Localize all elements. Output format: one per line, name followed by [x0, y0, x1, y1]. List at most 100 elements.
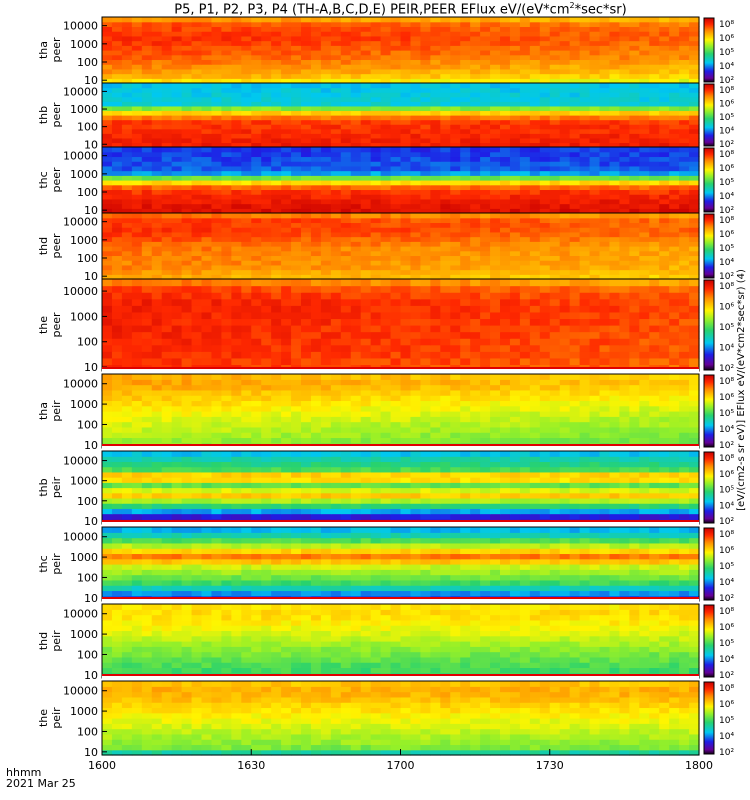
- heatmap-cell: [171, 96, 183, 102]
- heatmap-cell: [669, 305, 680, 313]
- heatmap-cell: [460, 40, 471, 46]
- heatmap-cell: [639, 426, 650, 433]
- heatmap-cell: [539, 400, 551, 407]
- heatmap-cell: [460, 285, 471, 293]
- heatmap-cell: [121, 405, 133, 412]
- heatmap-cell: [649, 255, 660, 261]
- heatmap-cell: [111, 236, 123, 242]
- heatmap-cell: [430, 351, 441, 359]
- heatmap-cell: [221, 292, 232, 300]
- heatmap-cell: [649, 54, 660, 61]
- heatmap-cell: [350, 298, 362, 306]
- heatmap-cell: [470, 68, 481, 75]
- heatmap-cell: [330, 142, 342, 148]
- heatmap-cell: [470, 395, 481, 402]
- heatmap-cell: [320, 432, 332, 439]
- heatmap-cell: [539, 115, 551, 121]
- heatmap-cell: [251, 389, 262, 396]
- heatmap-cell: [509, 274, 521, 280]
- heatmap-cell: [669, 128, 680, 134]
- heatmap-cell: [639, 147, 650, 153]
- heatmap-cell: [599, 351, 611, 359]
- heatmap-cell: [430, 21, 441, 28]
- heatmap-cell: [151, 389, 163, 396]
- heatmap-cell: [251, 395, 262, 402]
- heatmap-cell: [549, 222, 561, 228]
- heatmap-cell: [589, 87, 601, 93]
- heatmap-cell: [211, 357, 222, 366]
- heatmap-cell: [639, 405, 650, 412]
- heatmap-cell: [440, 110, 451, 116]
- heatmap-cell: [320, 250, 332, 257]
- heatmap-cell: [460, 274, 471, 280]
- heatmap-cell: [679, 331, 690, 339]
- heatmap-cell: [609, 292, 620, 300]
- heatmap-cell: [649, 411, 660, 417]
- heatmap-cell: [181, 180, 193, 186]
- heatmap-cell: [500, 405, 511, 412]
- heatmap-cell: [251, 426, 262, 433]
- heatmap-cell: [629, 198, 640, 205]
- heatmap-cell: [460, 31, 471, 37]
- heatmap-cell: [320, 31, 332, 37]
- heatmap-cell: [171, 213, 183, 219]
- heatmap-cell: [251, 128, 262, 134]
- heatmap-cell: [480, 128, 491, 134]
- heatmap-cell: [470, 325, 481, 333]
- heatmap-cell: [539, 180, 551, 186]
- heatmap-cell: [420, 198, 431, 205]
- heatmap-cell: [131, 331, 143, 339]
- heatmap-cell: [599, 305, 611, 313]
- heatmap-cell: [301, 260, 312, 266]
- heatmap-cell: [589, 73, 601, 79]
- heatmap-cell: [340, 405, 352, 412]
- heatmap-cell: [579, 255, 591, 261]
- heatmap-cell: [470, 110, 481, 116]
- heatmap-cell: [659, 395, 670, 402]
- heatmap-cell: [121, 133, 133, 139]
- heatmap-cell: [579, 331, 591, 339]
- heatmap-cell: [410, 389, 421, 396]
- panel-gap-band: [102, 369, 699, 374]
- heatmap-cell: [291, 227, 302, 233]
- heatmap-cell: [310, 87, 322, 93]
- heatmap-cell: [370, 64, 382, 70]
- heatmap-cell: [500, 68, 511, 75]
- heatmap-cell: [679, 325, 690, 333]
- heatmap-cell: [102, 92, 113, 98]
- heatmap-cell: [679, 142, 690, 148]
- heatmap-cell: [669, 133, 680, 139]
- heatmap-cell: [669, 194, 680, 200]
- heatmap-cell: [400, 400, 412, 407]
- heatmap-cell: [221, 68, 232, 75]
- heatmap-cell: [470, 384, 481, 391]
- heatmap-cell: [181, 54, 193, 61]
- heatmap-cell: [181, 292, 193, 300]
- heatmap-cell: [549, 274, 561, 280]
- heatmap-cell: [410, 426, 421, 433]
- heatmap-cell: [460, 338, 471, 346]
- heatmap-cell: [609, 110, 620, 116]
- heatmap-cell: [400, 45, 412, 51]
- heatmap-cell: [629, 73, 640, 79]
- heatmap-cell: [619, 274, 630, 280]
- heatmap-cell: [519, 231, 531, 238]
- heatmap-cell: [350, 142, 362, 148]
- heatmap-cell: [390, 26, 402, 32]
- colorbar-tick-label: 10⁴: [719, 127, 734, 137]
- heatmap-cell: [301, 110, 312, 116]
- heatmap-cell: [161, 31, 173, 37]
- heatmap-cell: [161, 92, 173, 98]
- heatmap-cell: [609, 31, 620, 37]
- heatmap-cell: [301, 255, 312, 261]
- heatmap-cell: [410, 400, 421, 407]
- heatmap-cell: [659, 142, 670, 148]
- heatmap-cell: [291, 170, 302, 176]
- heatmap-cell: [191, 264, 203, 271]
- heatmap-cell: [151, 331, 163, 339]
- heatmap-cell: [171, 128, 183, 134]
- heatmap-cell: [161, 151, 173, 158]
- heatmap-cell: [420, 437, 431, 444]
- heatmap-cell: [410, 101, 421, 107]
- heatmap-cell: [320, 165, 332, 172]
